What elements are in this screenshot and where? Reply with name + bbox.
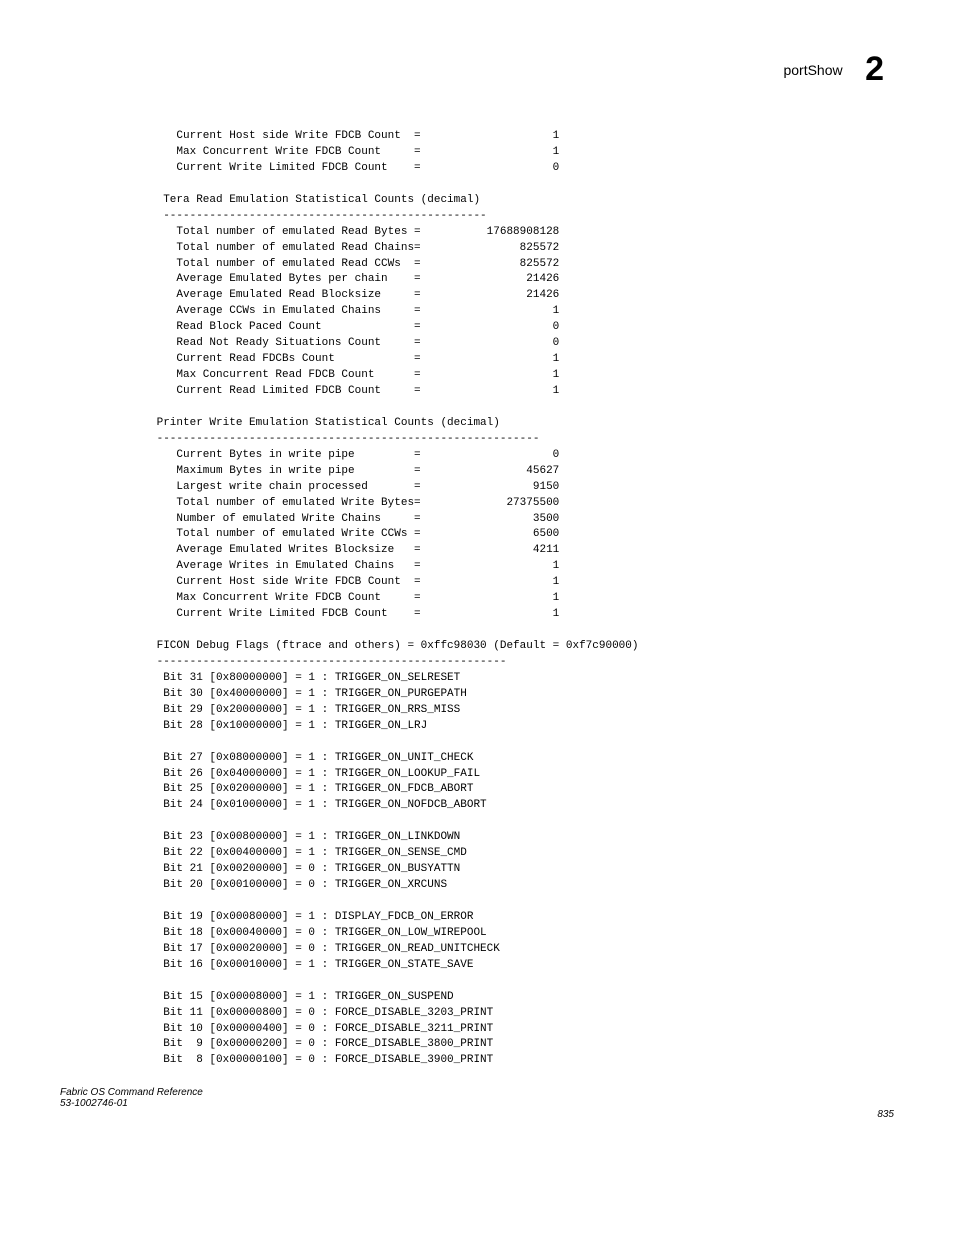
- terminal-output: Current Host side Write FDCB Count = 1 M…: [150, 129, 894, 1069]
- header-chapter-number: 2: [865, 50, 884, 89]
- page-container: portShow 2 Current Host side Write FDCB …: [0, 0, 954, 1150]
- footer-title: Fabric OS Command Reference: [60, 1087, 894, 1098]
- header-command: portShow: [783, 62, 842, 78]
- footer-docid: 53-1002746-01: [60, 1098, 894, 1109]
- page-header: portShow 2: [60, 50, 894, 89]
- footer-page-number: 835: [877, 1109, 894, 1120]
- page-footer: Fabric OS Command Reference 53-1002746-0…: [60, 1087, 894, 1120]
